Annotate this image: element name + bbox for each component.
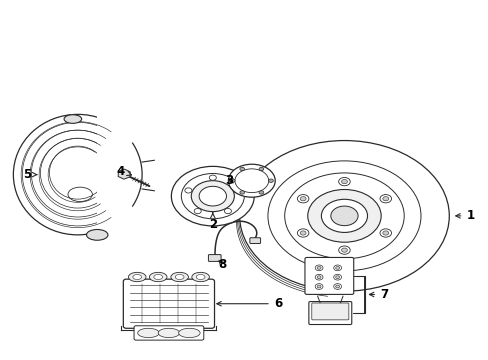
Circle shape — [315, 274, 323, 280]
Circle shape — [233, 188, 240, 193]
Ellipse shape — [228, 164, 275, 197]
Circle shape — [209, 175, 216, 180]
Ellipse shape — [297, 229, 308, 237]
FancyBboxPatch shape — [308, 302, 351, 324]
FancyBboxPatch shape — [123, 279, 214, 328]
Text: 8: 8 — [218, 258, 226, 271]
Ellipse shape — [191, 273, 209, 282]
Ellipse shape — [191, 181, 234, 212]
Ellipse shape — [178, 328, 200, 338]
Ellipse shape — [13, 114, 142, 235]
Circle shape — [240, 191, 244, 194]
Circle shape — [240, 167, 244, 171]
Circle shape — [333, 265, 341, 271]
Circle shape — [259, 167, 263, 171]
Ellipse shape — [338, 246, 349, 254]
Ellipse shape — [300, 197, 305, 201]
Ellipse shape — [341, 180, 346, 184]
Ellipse shape — [341, 248, 346, 252]
Circle shape — [333, 284, 341, 289]
Ellipse shape — [149, 273, 166, 282]
Ellipse shape — [199, 186, 226, 206]
FancyBboxPatch shape — [311, 303, 348, 320]
FancyBboxPatch shape — [134, 326, 203, 340]
Circle shape — [317, 276, 321, 279]
Text: 5: 5 — [22, 168, 37, 181]
Circle shape — [194, 208, 201, 213]
Ellipse shape — [138, 328, 159, 338]
Ellipse shape — [154, 274, 162, 279]
Ellipse shape — [175, 274, 183, 279]
Circle shape — [315, 265, 323, 271]
Circle shape — [268, 179, 273, 183]
Circle shape — [184, 188, 191, 193]
Circle shape — [335, 266, 339, 269]
Circle shape — [224, 208, 231, 213]
Circle shape — [259, 191, 263, 194]
Ellipse shape — [86, 229, 108, 240]
Bar — [97, 110, 170, 239]
Circle shape — [317, 266, 321, 269]
Ellipse shape — [128, 273, 146, 282]
Circle shape — [315, 284, 323, 289]
Text: 7: 7 — [369, 288, 387, 301]
Circle shape — [230, 179, 234, 183]
FancyBboxPatch shape — [249, 238, 260, 243]
Ellipse shape — [338, 177, 349, 186]
FancyBboxPatch shape — [305, 257, 353, 294]
Ellipse shape — [133, 274, 142, 279]
Ellipse shape — [170, 273, 188, 282]
Circle shape — [335, 276, 339, 279]
Circle shape — [333, 274, 341, 280]
Ellipse shape — [379, 195, 391, 203]
Ellipse shape — [239, 140, 448, 291]
Ellipse shape — [330, 206, 357, 226]
Ellipse shape — [307, 189, 380, 242]
Ellipse shape — [321, 199, 367, 233]
Circle shape — [317, 285, 321, 288]
Ellipse shape — [196, 274, 204, 279]
Text: 1: 1 — [455, 210, 473, 222]
Ellipse shape — [382, 231, 388, 235]
Ellipse shape — [297, 195, 308, 203]
FancyBboxPatch shape — [208, 255, 221, 261]
Polygon shape — [118, 169, 130, 179]
Ellipse shape — [158, 328, 179, 338]
Text: 3: 3 — [225, 174, 233, 187]
Text: 4: 4 — [117, 165, 131, 177]
Ellipse shape — [64, 115, 81, 123]
Ellipse shape — [300, 231, 305, 235]
Circle shape — [335, 285, 339, 288]
Text: 2: 2 — [208, 213, 216, 231]
Ellipse shape — [379, 229, 391, 237]
Text: 6: 6 — [216, 297, 282, 310]
Ellipse shape — [382, 197, 388, 201]
Ellipse shape — [171, 166, 254, 226]
